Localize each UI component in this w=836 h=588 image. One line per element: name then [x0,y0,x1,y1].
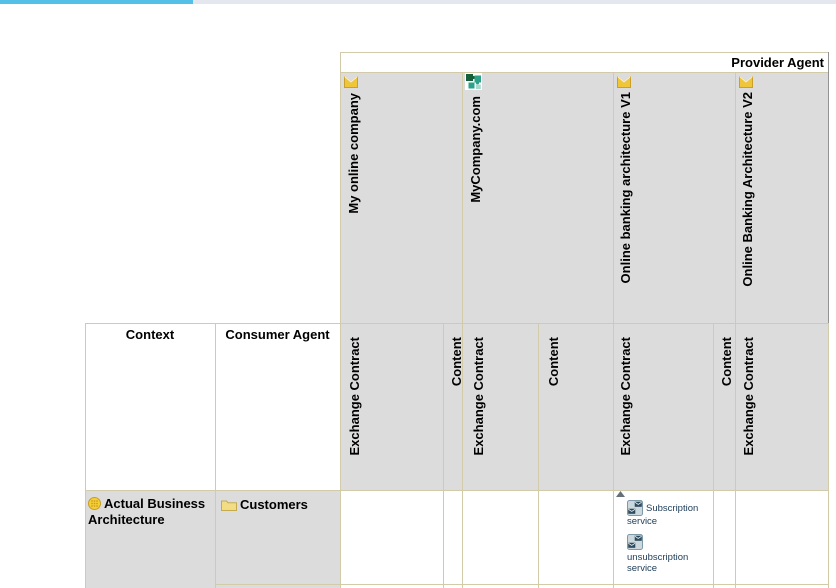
grid-line [462,72,463,588]
grid-line [340,52,829,53]
context-column-header: Context [125,327,175,342]
subcolumn-label-content[interactable]: Content [546,337,561,387]
loading-bar-track [0,0,836,4]
globe-icon [88,497,101,510]
grid-line [613,72,614,588]
service-label: unsubscription service [627,552,689,574]
context-row-label[interactable]: Actual Business Architecture [88,496,216,528]
business-agent-icon [617,76,631,88]
context-row-text: Actual Business Architecture [88,496,206,527]
grid-line [735,72,736,588]
cell-mycompany-content[interactable] [538,490,613,584]
service-item[interactable]: Subscription service [627,500,713,527]
loading-bar-fill [0,0,193,4]
subcolumn-label-exchange-contract[interactable]: Exchange Contract [618,337,633,456]
business-agent-icon [739,76,753,88]
grid-line [340,52,341,588]
grid-line [215,584,829,585]
consumer-agent-column-header: Consumer Agent [225,327,330,342]
service-item[interactable]: unsubscription service [627,534,703,574]
grid-line [85,323,829,324]
grid-line [443,323,444,588]
service-label: Subscription service [627,503,699,527]
grid-line [215,323,216,588]
provider-agent-header: Provider Agent [731,55,824,70]
exchange-service-icon [627,500,643,516]
business-agent-icon [344,76,358,88]
cell-v1-content[interactable] [713,490,735,584]
grid-line [828,52,829,323]
folder-icon [221,500,237,511]
consumer-row-label[interactable]: Customers [221,497,337,513]
cell-my-online-company-exchange-contract[interactable] [340,490,443,584]
scroll-up-arrow-icon[interactable] [616,491,625,497]
consumer-row-text: Customers [240,497,308,512]
grid-line [340,72,829,73]
provider-header-row-bg [340,72,829,323]
provider-column-label[interactable]: Online banking architecture V1 [618,92,633,284]
cell-consumer-customers[interactable] [215,490,340,584]
grid-line [713,323,714,588]
exchange-service-icon [627,534,643,550]
provider-column-label[interactable]: MyCompany.com [468,96,483,203]
grid-line [85,490,829,491]
subcolumn-label-content[interactable]: Content [449,337,464,387]
cell-my-online-company-content[interactable] [443,490,462,584]
context-row-bg [85,490,340,588]
cell-context-actual-business-architecture[interactable] [85,490,215,588]
cell-v2-exchange-contract[interactable] [735,490,828,584]
subcolumn-label-exchange-contract[interactable]: Exchange Contract [471,337,486,456]
provider-column-label[interactable]: My online company [346,93,361,214]
subcolumn-label-content[interactable]: Content [719,337,734,387]
grid-line [828,323,829,588]
subheader-row-bg [340,323,829,490]
grid-line [85,323,86,588]
component-puzzle-icon [465,73,482,90]
provider-column-label[interactable]: Online Banking Architecture V2 [740,92,755,287]
subcolumn-label-exchange-contract[interactable]: Exchange Contract [347,337,362,456]
grid-line [538,323,539,588]
subcolumn-label-exchange-contract[interactable]: Exchange Contract [741,337,756,456]
cell-mycompany-exchange-contract[interactable] [462,490,538,584]
